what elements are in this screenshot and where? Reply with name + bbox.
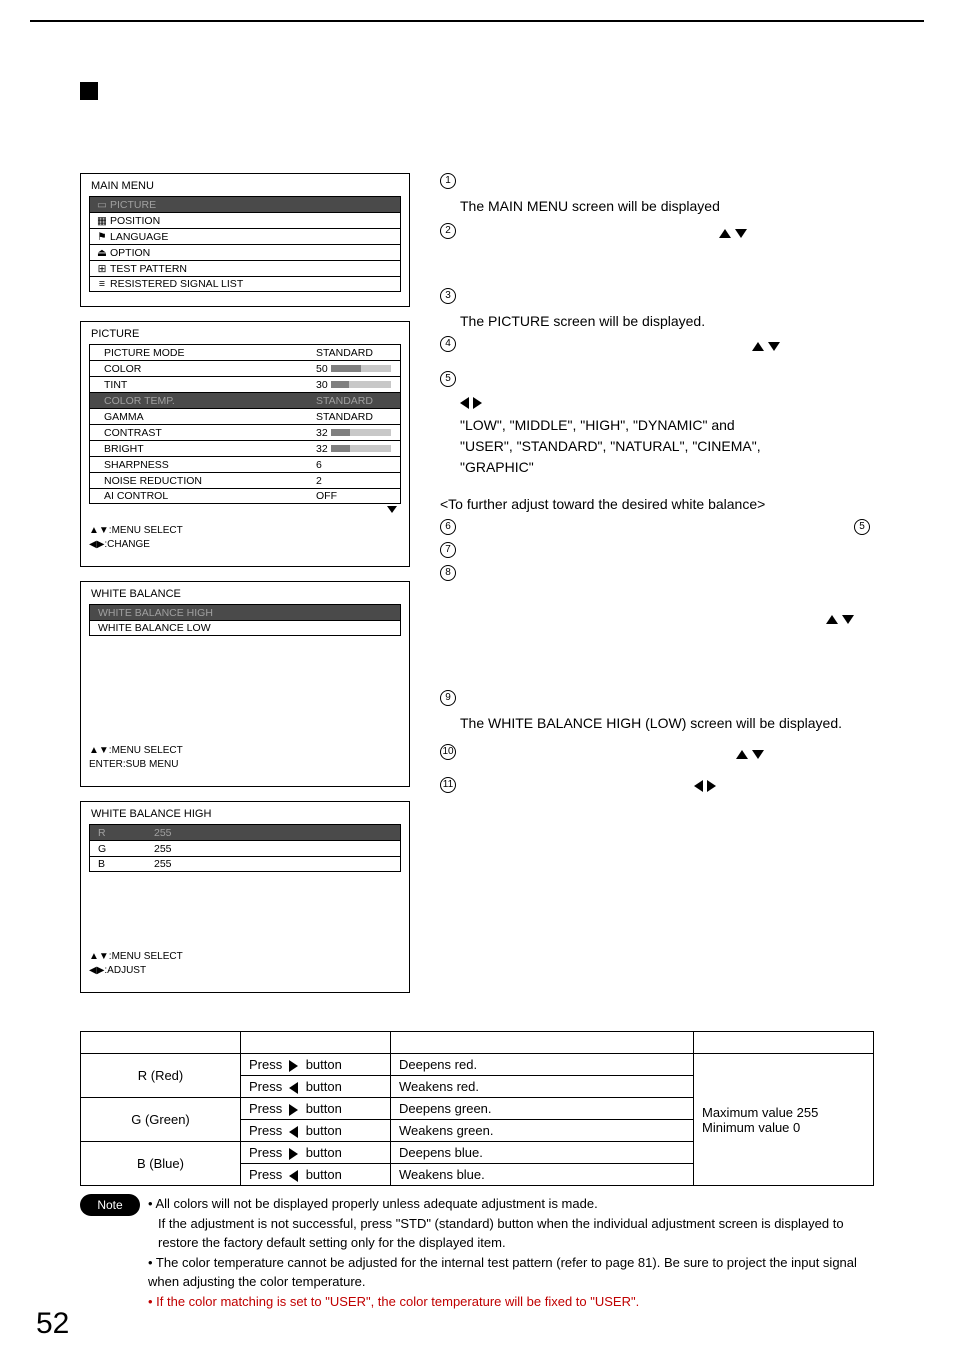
- table-row: R (Red)Press buttonDeepens red.Maximum v…: [81, 1054, 874, 1076]
- note-block: Note • All colors will not be displayed …: [80, 1194, 874, 1311]
- section-title: Adjusting the color temperature: [110, 120, 874, 141]
- right-icon: [707, 780, 716, 792]
- left-icon: [694, 780, 703, 792]
- osd-menu-row: PICTURE MODESTANDARD: [89, 344, 401, 360]
- note-label: Note: [80, 1194, 140, 1216]
- osd-menu-row: ▦POSITION: [89, 212, 401, 228]
- step-8: 8: [440, 565, 456, 581]
- step-1: 1: [440, 173, 456, 189]
- page-number: 52: [36, 1307, 69, 1341]
- right-icon: [473, 397, 482, 409]
- osd-menu-row: NOISE REDUCTION2: [89, 472, 401, 488]
- osd-menu-row: B255: [89, 856, 401, 872]
- osd-menu-row: R255: [89, 824, 401, 840]
- osd-main-menu: MAIN MENU ▭PICTURE▦POSITION⚑LANGUAGE⏏OPT…: [80, 173, 410, 307]
- osd-menu-row: ⊞TEST PATTERN: [89, 260, 401, 276]
- osd-menu-row: ≡RESISTERED SIGNAL LIST: [89, 276, 401, 292]
- step-7: 7: [440, 542, 456, 558]
- osd-whitebalance-high: WHITE BALANCE HIGH R255G255B255 ▲▼:MENU …: [80, 801, 410, 993]
- section-subtitle: Adjustment procedure (to be performed wh…: [110, 145, 874, 161]
- up-icon: [826, 615, 838, 624]
- osd-screenshots: MAIN MENU ▭PICTURE▦POSITION⚑LANGUAGE⏏OPT…: [80, 173, 410, 1011]
- osd-menu-row: ⚑LANGUAGE: [89, 228, 401, 244]
- step-9: 9: [440, 690, 456, 706]
- up-icon: [752, 342, 764, 351]
- osd-menu-row: ⏏OPTION: [89, 244, 401, 260]
- updown-icon: ▲▼: [89, 525, 109, 536]
- updown-icon: ▲▼: [89, 951, 109, 962]
- down-icon: [752, 750, 764, 759]
- osd-menu-row: AI CONTROLOFF: [89, 488, 401, 504]
- down-icon: [768, 342, 780, 351]
- page-content: Adjusting the color temperature Adjustme…: [30, 20, 924, 1341]
- step-11: 11: [440, 777, 456, 793]
- osd-menu-row: WHITE BALANCE LOW: [89, 620, 401, 636]
- step-5-ref: 5: [854, 519, 870, 535]
- osd-menu-row: CONTRAST32: [89, 424, 401, 440]
- up-icon: [736, 750, 748, 759]
- osd-menu-row: G255: [89, 840, 401, 856]
- steps-column: 1Press the "MENU" button. The MAIN MENU …: [440, 173, 874, 800]
- scroll-down-icon: [387, 506, 397, 513]
- up-icon: [719, 229, 731, 238]
- osd-whitebalance-menu: WHITE BALANCE WHITE BALANCE HIGHWHITE BA…: [80, 581, 410, 787]
- down-icon: [735, 229, 747, 238]
- step-3: 3: [440, 288, 456, 304]
- left-icon: [460, 397, 469, 409]
- step-10: 10: [440, 744, 456, 760]
- section-marker: [80, 82, 98, 100]
- osd-menu-row: TINT30: [89, 376, 401, 392]
- osd-menu-row: SHARPNESS6: [89, 456, 401, 472]
- step-5: 5: [440, 371, 456, 387]
- step-6: 6: [440, 519, 456, 535]
- osd-menu-row: BRIGHT32: [89, 440, 401, 456]
- step-2: 2: [440, 223, 456, 239]
- osd-picture-menu: PICTURE PICTURE MODESTANDARD COLOR50 TIN…: [80, 321, 410, 567]
- down-icon: [842, 615, 854, 624]
- updown-icon: ▲▼: [89, 745, 109, 756]
- leftright-icon: ◀▶: [89, 965, 104, 976]
- osd-menu-row: COLOR50: [89, 360, 401, 376]
- leftright-icon: ◀▶: [89, 539, 104, 550]
- adjustment-table: Adjustment item Operation Adjustment Adj…: [80, 1031, 874, 1186]
- osd-menu-row: COLOR TEMP.STANDARD: [89, 392, 401, 408]
- osd-menu-row: ▭PICTURE: [89, 196, 401, 212]
- osd-menu-row: WHITE BALANCE HIGH: [89, 604, 401, 620]
- osd-menu-row: GAMMASTANDARD: [89, 408, 401, 424]
- step-4: 4: [440, 336, 456, 352]
